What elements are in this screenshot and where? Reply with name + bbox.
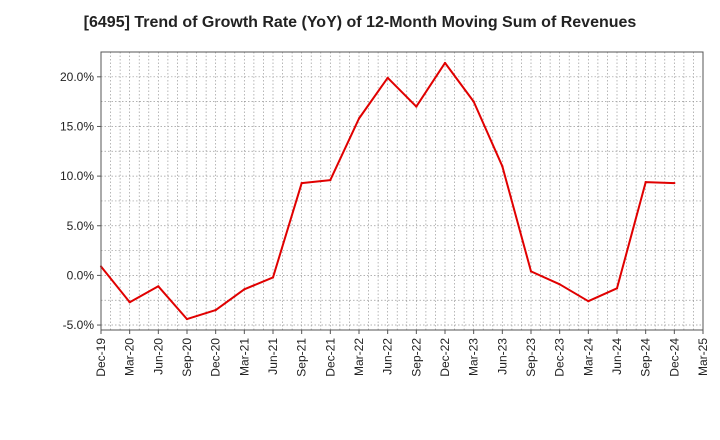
data-point [243, 288, 246, 291]
x-tick-label: Jun-22 [381, 338, 395, 375]
data-point [558, 283, 561, 286]
data-point [673, 181, 676, 185]
data-point [329, 178, 332, 182]
data-point [300, 181, 303, 185]
x-tick-label: Dec-23 [553, 338, 567, 377]
data-point [472, 100, 475, 103]
data-point [271, 276, 275, 279]
data-point [644, 180, 647, 184]
y-tick-label: 0.0% [67, 268, 95, 282]
x-tick-label: Mar-25 [696, 338, 710, 376]
y-tick-label: 10.0% [60, 169, 94, 183]
data-point [157, 285, 160, 288]
x-tick-label: Dec-24 [667, 338, 681, 377]
x-tick-label: Jun-23 [495, 338, 509, 375]
x-tick-label: Jun-20 [151, 338, 165, 375]
x-tick-label: Sep-24 [639, 338, 653, 377]
y-tick-label: -5.0% [63, 318, 95, 332]
y-tick-label: 20.0% [60, 70, 94, 84]
data-point [386, 76, 389, 79]
x-tick-label: Dec-19 [94, 338, 108, 377]
data-point [185, 317, 189, 321]
data-point [128, 301, 131, 304]
x-tick-label: Sep-21 [295, 338, 309, 377]
data-point [501, 165, 504, 168]
data-point [587, 300, 590, 303]
x-tick-label: Dec-22 [438, 338, 452, 377]
x-tick-label: Dec-21 [323, 338, 337, 377]
chart-title: [6495] Trend of Growth Rate (YoY) of 12-… [83, 14, 637, 31]
data-point [529, 270, 533, 273]
data-point [357, 117, 361, 120]
x-tick-label: Mar-21 [237, 338, 251, 376]
x-tick-label: Sep-23 [524, 338, 538, 377]
x-tick-label: Sep-20 [180, 338, 194, 377]
plot-area-frame [100, 51, 704, 331]
x-tick-label: Mar-24 [581, 338, 595, 376]
data-point [615, 287, 619, 290]
x-tick-label: Dec-20 [209, 338, 223, 377]
x-tick-label: Jun-21 [266, 338, 280, 375]
x-axis-ticks: Dec-19 Mar-20 Jun-20 Sep-20 Dec-20 Mar-21 Jun-… [94, 330, 710, 377]
x-tick-label: Mar-23 [467, 338, 481, 376]
y-tick-label: 15.0% [60, 119, 94, 133]
x-tick-label: Mar-22 [352, 338, 366, 376]
series-layer [99, 61, 676, 321]
x-tick-label: Mar-20 [123, 338, 137, 376]
data-point [214, 309, 217, 312]
x-tick-label: Sep-22 [409, 338, 423, 377]
grid-lines [101, 52, 703, 330]
y-axis-ticks: 20.0% 15.0% 10.0% 5.0% 0.0% -5.0% [60, 70, 101, 332]
data-point [415, 105, 418, 108]
data-point [443, 61, 447, 65]
x-tick-label: Jun-24 [610, 338, 624, 375]
y-tick-label: 5.0% [67, 219, 95, 233]
